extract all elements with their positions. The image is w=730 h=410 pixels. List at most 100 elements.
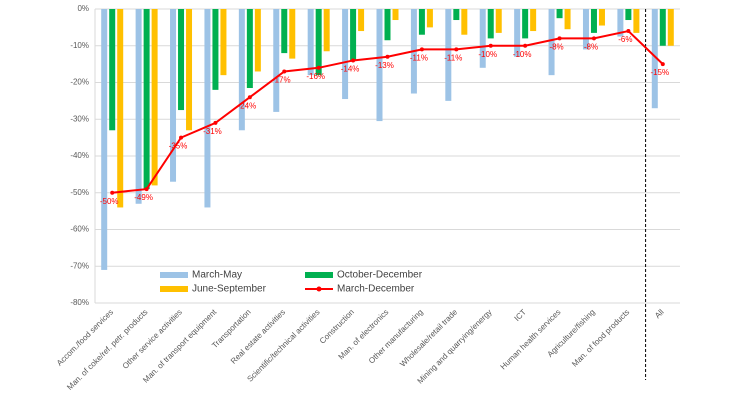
bar (135, 9, 142, 204)
x-tick-label: ICT (513, 307, 529, 323)
bar (384, 9, 391, 41)
y-tick-label: -80% (70, 298, 89, 307)
bar (590, 9, 597, 33)
line-marker (419, 47, 424, 52)
x-tick-label: Man. of food products (570, 308, 631, 369)
bar (392, 9, 399, 21)
bar (342, 9, 349, 100)
bar (109, 9, 116, 131)
y-tick-label: -40% (70, 151, 89, 160)
legend-swatch (160, 286, 188, 292)
bar (582, 9, 589, 50)
bar (220, 9, 227, 76)
bar (495, 9, 502, 33)
bar (101, 9, 108, 270)
x-tick-label: Man. of transport equipment (141, 307, 219, 385)
line-marker (454, 47, 459, 52)
bar (350, 9, 357, 61)
bar (204, 9, 211, 208)
bar (530, 9, 537, 32)
bar (556, 9, 563, 19)
bar (461, 9, 468, 35)
line-marker (213, 120, 218, 125)
line-marker (247, 95, 252, 100)
data-label: -11% (410, 54, 428, 63)
data-label: -50% (100, 197, 119, 206)
data-label: -31% (203, 127, 222, 136)
data-label: -14% (341, 65, 360, 74)
line-marker (523, 43, 528, 48)
bar (143, 9, 150, 190)
y-tick-label: -20% (70, 78, 89, 87)
data-label: -17% (272, 76, 291, 85)
bar (514, 9, 521, 57)
y-tick-label: -30% (70, 114, 89, 123)
bar (651, 9, 658, 109)
bar (625, 9, 632, 21)
line-marker (144, 187, 149, 192)
legend-label: October-December (337, 270, 423, 281)
line-marker (626, 29, 631, 34)
data-label: -13% (375, 61, 394, 70)
bar (273, 9, 280, 112)
legend-swatch (160, 272, 188, 278)
data-label: -15% (650, 68, 669, 77)
x-tick-label: Accom./food services (55, 308, 115, 368)
bar (453, 9, 460, 21)
data-label: -8% (549, 43, 563, 52)
legend-label: March-December (337, 284, 415, 295)
bar (659, 9, 666, 46)
line-marker (351, 58, 356, 63)
y-tick-label: -50% (70, 188, 89, 197)
bar (564, 9, 571, 30)
line-marker (488, 43, 493, 48)
line-marker (557, 36, 562, 41)
bar (254, 9, 261, 72)
bar (186, 9, 193, 131)
legend-swatch (316, 286, 322, 292)
bar (487, 9, 494, 39)
y-tick-label: -60% (70, 225, 89, 234)
x-tick-label: Mining and quarrying/energy (416, 308, 494, 386)
line-marker (385, 54, 390, 59)
bar (358, 9, 365, 32)
data-label: -24% (238, 101, 257, 110)
y-tick-label: 0% (77, 4, 89, 13)
bar (633, 9, 640, 33)
x-tick-label: All (653, 307, 666, 320)
data-label: -10% (513, 50, 532, 59)
x-tick-label: Wholesale/retail trade (398, 307, 459, 368)
x-tick-label: Other service activities (121, 308, 184, 371)
bar (426, 9, 433, 28)
bar (246, 9, 253, 89)
bar (323, 9, 330, 52)
bar (212, 9, 219, 90)
bar (667, 9, 674, 46)
bar (479, 9, 486, 68)
legend-label: June-September (192, 284, 267, 295)
legend-label: March-May (192, 270, 242, 281)
data-label: -49% (134, 193, 153, 202)
data-label: -6% (618, 35, 632, 44)
y-tick-label: -10% (70, 41, 89, 50)
bar (376, 9, 383, 122)
bar (151, 9, 158, 186)
data-label: -11% (444, 54, 462, 63)
x-tick-label: Human health services (499, 308, 563, 372)
line-marker (591, 36, 596, 41)
bar (289, 9, 296, 59)
data-label: -8% (584, 43, 598, 52)
line-marker (316, 65, 321, 70)
bar (238, 9, 245, 131)
bar (445, 9, 452, 101)
bar (117, 9, 124, 208)
y-tick-label: -70% (70, 261, 89, 270)
x-tick-label: Scientific/technical activities (245, 308, 321, 384)
bar (522, 9, 529, 39)
bar (307, 9, 314, 76)
legend: March-May October-December June-September M… (160, 270, 423, 295)
data-label: -35% (169, 142, 188, 151)
data-label: -10% (478, 50, 497, 59)
bar (170, 9, 177, 182)
line-marker (179, 135, 184, 140)
